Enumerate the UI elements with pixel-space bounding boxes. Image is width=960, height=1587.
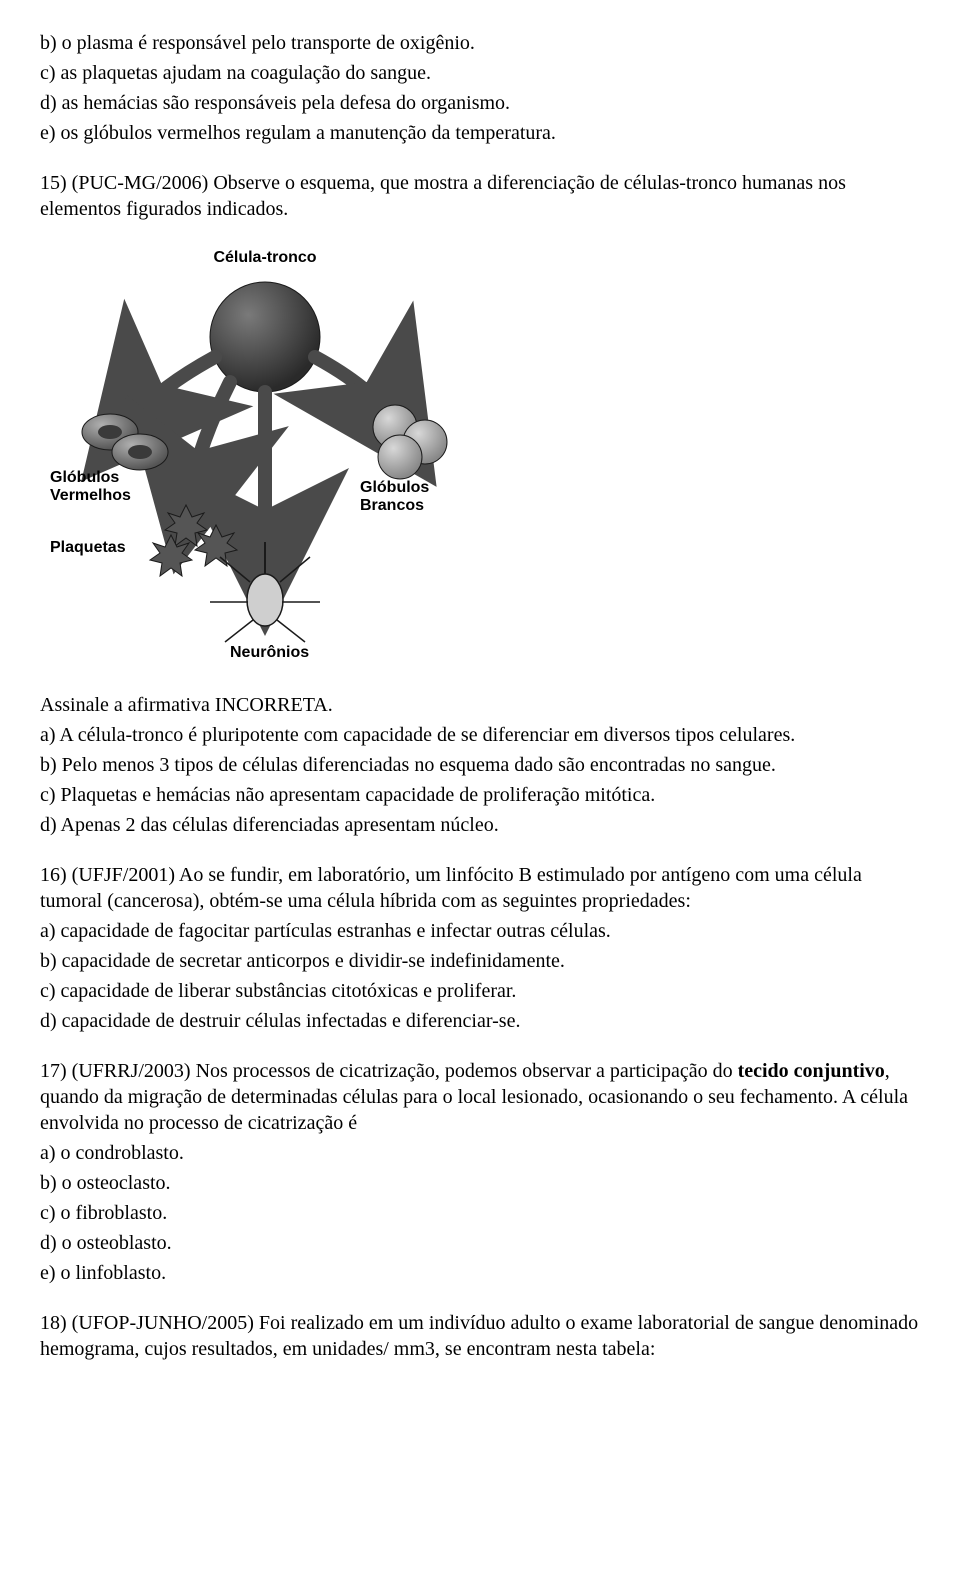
question-16: 16) (UFJF/2001) Ao se fundir, em laborat… — [40, 862, 920, 1034]
option-c: c) as plaquetas ajudam na coagulação do … — [40, 60, 920, 86]
white-cells-icon — [373, 405, 447, 479]
platelets-icon — [150, 505, 237, 576]
question-14-options: b) o plasma é responsável pelo transport… — [40, 30, 920, 146]
option-a: a) A célula-tronco é pluripotente com ca… — [40, 722, 920, 748]
option-b: b) o plasma é responsável pelo transport… — [40, 30, 920, 56]
option-b: b) capacidade de secretar anticorpos e d… — [40, 948, 920, 974]
label-red-cells-2: Vermelhos — [50, 487, 131, 504]
option-e: e) os glóbulos vermelhos regulam a manut… — [40, 120, 920, 146]
option-d: d) o osteoblasto. — [40, 1230, 920, 1256]
question-18: 18) (UFOP-JUNHO/2005) Foi realizado em u… — [40, 1310, 920, 1362]
option-c: c) o fibroblasto. — [40, 1200, 920, 1226]
option-d: d) capacidade de destruir células infect… — [40, 1008, 920, 1034]
option-c: c) capacidade de liberar substâncias cit… — [40, 978, 920, 1004]
stem-cell-diagram: Célula-tronco Glóbulos Vermelhos Glóbul — [40, 242, 490, 662]
stem-bold: tecido conjuntivo — [738, 1060, 885, 1082]
option-d: d) as hemácias são responsáveis pela def… — [40, 90, 920, 116]
label-platelets: Plaquetas — [50, 539, 126, 556]
neurons-icon — [210, 542, 320, 642]
question-16-stem: 16) (UFJF/2001) Ao se fundir, em laborat… — [40, 862, 920, 914]
stem-pre: 17) (UFRRJ/2003) Nos processos de cicatr… — [40, 1060, 738, 1082]
label-white-cells-1: Glóbulos — [360, 479, 429, 496]
label-red-cells-1: Glóbulos — [50, 469, 119, 486]
option-b: b) Pelo menos 3 tipos de células diferen… — [40, 752, 920, 778]
option-e: e) o linfoblasto. — [40, 1260, 920, 1286]
label-stem-cell: Célula-tronco — [213, 249, 316, 266]
question-17-stem: 17) (UFRRJ/2003) Nos processos de cicatr… — [40, 1058, 920, 1136]
question-15-prompt: Assinale a afirmativa INCORRETA. — [40, 692, 920, 718]
option-a: a) o condroblasto. — [40, 1140, 920, 1166]
question-17: 17) (UFRRJ/2003) Nos processos de cicatr… — [40, 1058, 920, 1286]
question-18-stem: 18) (UFOP-JUNHO/2005) Foi realizado em u… — [40, 1310, 920, 1362]
option-a: a) capacidade de fagocitar partículas es… — [40, 918, 920, 944]
option-c: c) Plaquetas e hemácias não apresentam c… — [40, 782, 920, 808]
option-b: b) o osteoclasto. — [40, 1170, 920, 1196]
label-neurons: Neurônios — [230, 644, 309, 661]
question-15-stem: 15) (PUC-MG/2006) Observe o esquema, que… — [40, 170, 920, 222]
label-white-cells-2: Brancos — [360, 497, 424, 514]
red-cells-icon — [82, 414, 168, 470]
question-15: 15) (PUC-MG/2006) Observe o esquema, que… — [40, 170, 920, 838]
option-d: d) Apenas 2 das células diferenciadas ap… — [40, 812, 920, 838]
